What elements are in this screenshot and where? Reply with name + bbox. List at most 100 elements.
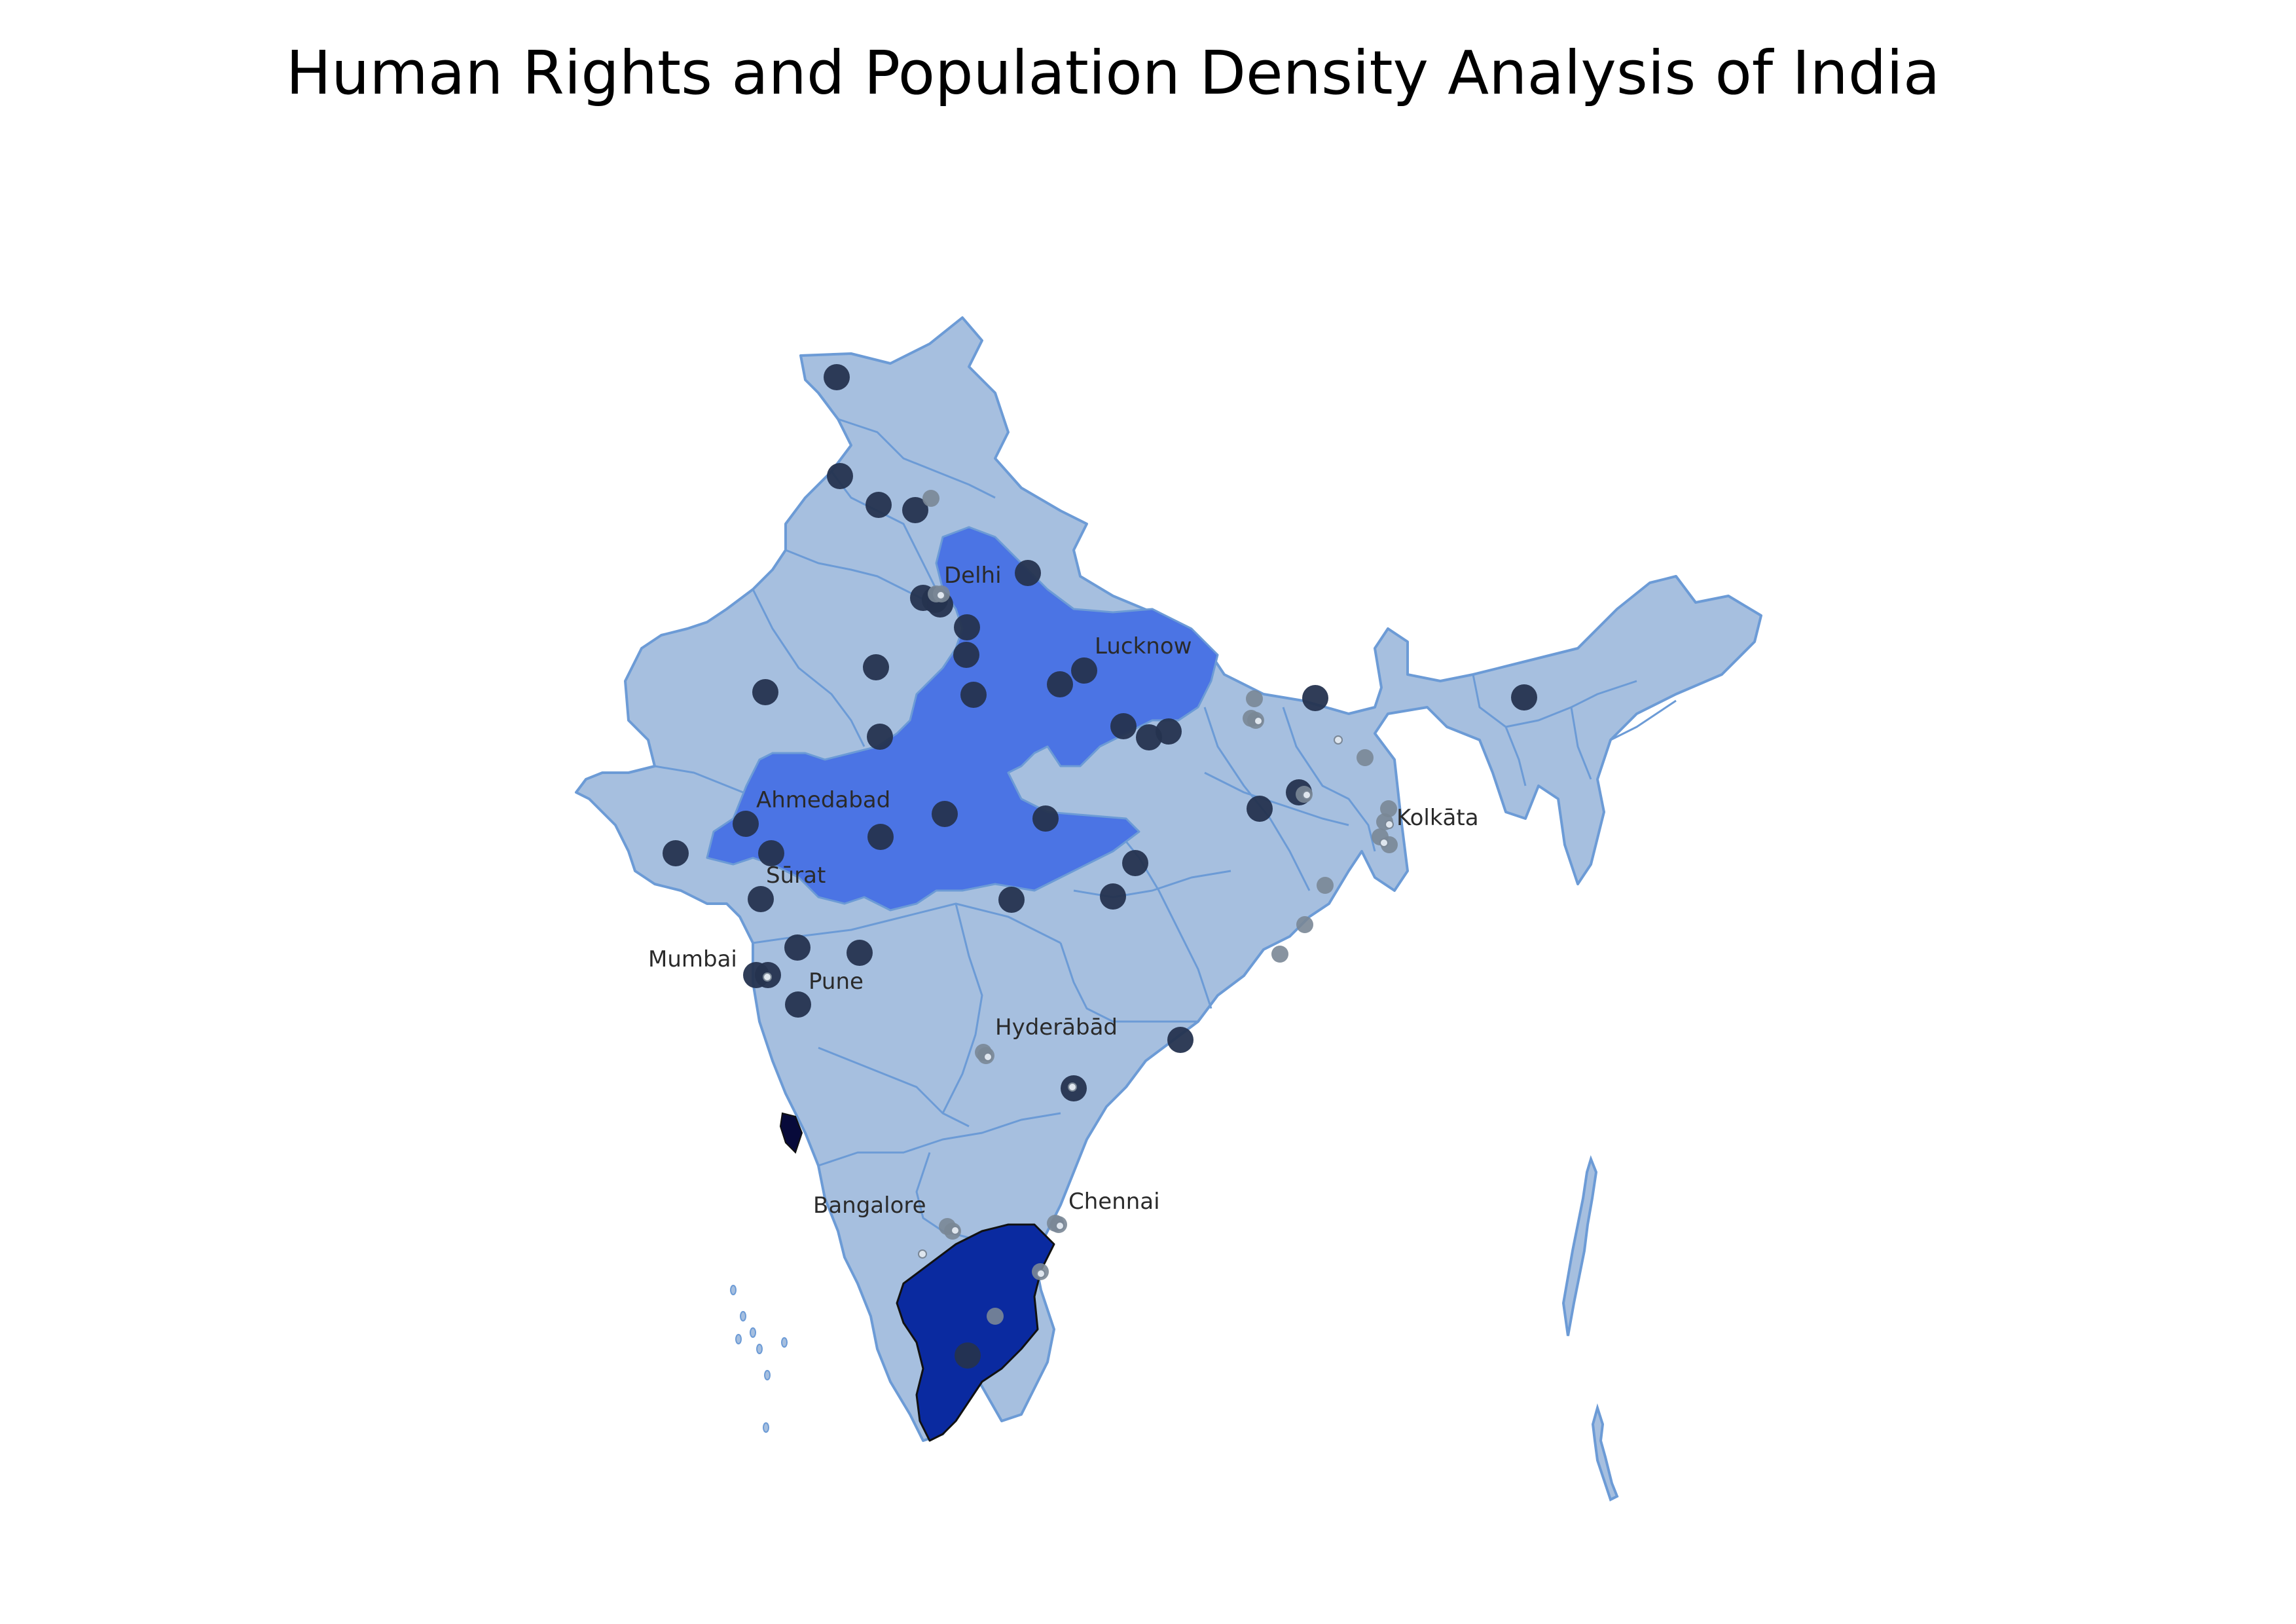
city-marker[interactable] [1071,657,1097,684]
city-marker[interactable] [1068,1082,1077,1092]
city-marker[interactable] [953,642,979,668]
state-border [830,471,944,603]
india-mainland[interactable] [575,316,1762,1442]
city-marker[interactable] [960,682,987,708]
city-label-hyderabad: Hyderābād [995,1014,1118,1041]
state-border [1570,707,1592,780]
city-marker[interactable] [763,972,772,982]
city-label-mumbai: Mumbai [648,946,737,972]
city-marker[interactable] [1296,916,1313,933]
city-label-kolkata: Kolkāta [1396,805,1479,831]
island-speck [740,1311,746,1321]
city-marker[interactable] [1254,716,1263,726]
city-marker[interactable] [951,1226,960,1235]
state-border [785,549,930,604]
city-markers [663,364,1537,1369]
state-border [1282,707,1376,852]
island-speck [735,1334,742,1344]
city-marker[interactable] [785,991,811,1018]
page-title: Human Rights and Population Density Anal… [285,38,1941,108]
city-marker[interactable] [1302,790,1311,800]
city-marker[interactable] [867,724,893,750]
city-marker[interactable] [1100,883,1126,910]
city-marker[interactable] [1271,946,1288,963]
city-marker[interactable] [1379,838,1389,847]
city-marker[interactable] [847,940,873,966]
state-border [1610,699,1677,741]
city-label-delhi: Delhi [944,563,1002,589]
city-marker[interactable] [827,463,853,489]
state-border [752,589,866,747]
city-marker[interactable] [748,886,774,912]
state-border [1472,674,1637,728]
city-marker[interactable] [1055,1221,1065,1230]
highlighted-states [706,526,1219,1442]
city-marker[interactable] [1036,1269,1046,1278]
island-speck [756,1344,763,1354]
city-label-pune: Pune [809,969,864,995]
city-marker[interactable] [1334,735,1343,745]
city-marker[interactable] [998,887,1025,913]
city-marker[interactable] [758,840,784,866]
city-marker[interactable] [1156,718,1182,745]
city-marker[interactable] [784,934,811,961]
state-border [1204,771,1349,826]
state-border [818,1046,970,1128]
city-marker[interactable] [1302,685,1328,711]
state-border [837,418,996,499]
city-marker[interactable] [1015,560,1041,586]
nicobar-islands[interactable] [1591,1403,1619,1502]
lakshadweep-islands [730,1285,788,1433]
island-speck [764,1370,771,1380]
city-marker[interactable] [752,679,778,705]
city-marker[interactable] [955,1342,981,1369]
city-marker[interactable] [983,1052,993,1061]
city-label-bangalore: Bangalore [813,1192,926,1219]
andaman-islands[interactable] [1561,1154,1598,1337]
city-label-lucknow: Lucknow [1095,633,1192,659]
city-marker[interactable] [922,490,939,507]
state-border [1073,870,1231,898]
city-marker[interactable] [987,1308,1004,1325]
state-border [818,1112,1061,1167]
state-goa[interactable] [779,1112,803,1154]
island-speck [781,1337,788,1348]
state-border [941,903,983,1114]
city-marker[interactable] [663,840,689,866]
city-marker[interactable] [1167,1027,1194,1053]
city-marker[interactable] [863,654,889,680]
city-marker[interactable] [932,801,958,827]
city-marker[interactable] [918,1249,927,1259]
state-border [1504,726,1527,786]
city-marker[interactable] [954,614,980,640]
city-labels: Delhi Lucknow Ahmedabad Sūrat Mumbai Pun… [648,563,1479,1219]
city-marker[interactable] [1380,800,1397,817]
city-marker[interactable] [936,591,945,600]
city-marker[interactable] [1047,671,1073,697]
city-marker[interactable] [1247,796,1273,822]
city-marker[interactable] [867,824,894,850]
island-speck [763,1422,769,1433]
city-marker[interactable] [1357,749,1374,766]
city-marker[interactable] [1246,690,1263,707]
city-marker[interactable] [1122,850,1148,876]
city-label-surat: Sūrat [766,862,826,889]
city-marker[interactable] [1110,713,1137,739]
city-marker[interactable] [1032,805,1059,832]
country-outline [575,316,1762,1502]
city-marker[interactable] [866,492,892,518]
island-speck [750,1327,756,1338]
city-marker[interactable] [733,811,759,837]
city-marker[interactable] [1385,820,1394,829]
city-marker[interactable] [1511,684,1537,710]
state-border [1059,942,1198,1023]
city-marker[interactable] [824,364,850,390]
city-label-ahmedabad: Ahmedabad [756,787,890,813]
city-marker[interactable] [902,497,928,523]
state-tamil-nadu[interactable] [896,1223,1055,1442]
island-speck [730,1285,737,1295]
city-label-chennai: Chennai [1068,1189,1160,1215]
city-marker[interactable] [1317,877,1334,894]
city-marker[interactable] [1136,724,1162,750]
